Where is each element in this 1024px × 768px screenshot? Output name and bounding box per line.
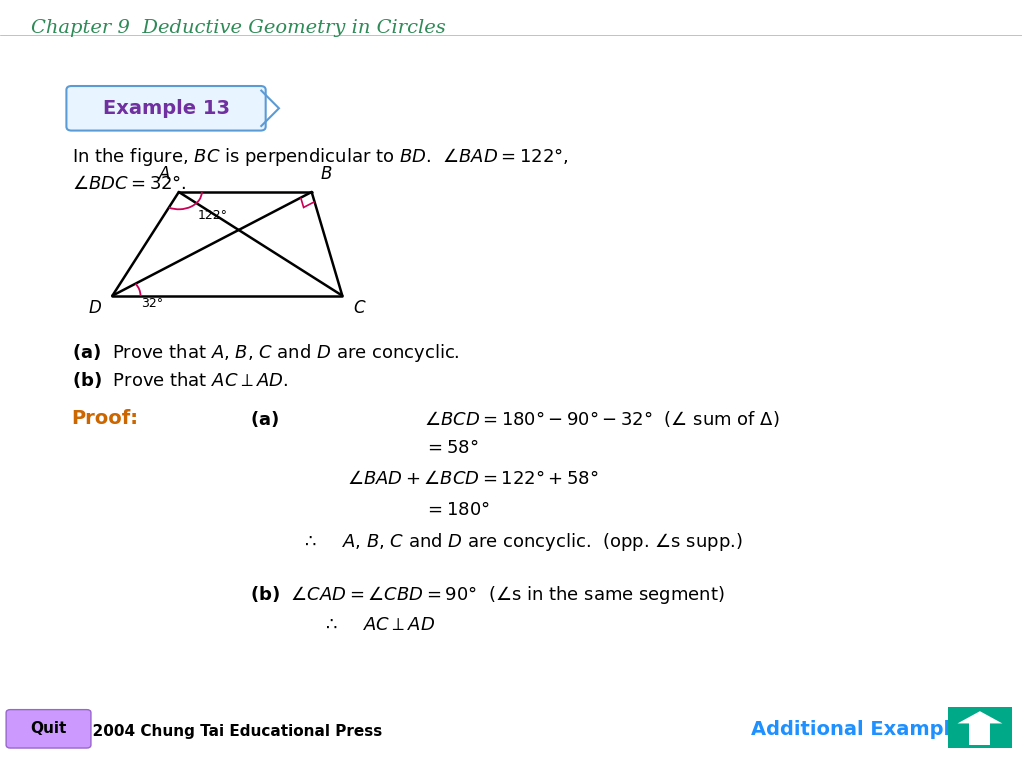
Text: $A$: $A$: [158, 166, 171, 183]
Text: In the figure, $BC$ is perpendicular to $BD$.  $\angle BAD = 122°$,: In the figure, $BC$ is perpendicular to …: [72, 146, 568, 168]
Text: © 2004 Chung Tai Educational Press: © 2004 Chung Tai Educational Press: [72, 723, 382, 739]
FancyBboxPatch shape: [948, 707, 1012, 748]
Text: $B$: $B$: [319, 166, 332, 183]
FancyBboxPatch shape: [6, 710, 91, 748]
Text: $\mathbf{(a)}$  Prove that $A$, $B$, $C$ and $D$ are concyclic.: $\mathbf{(a)}$ Prove that $A$, $B$, $C$ …: [72, 342, 459, 364]
Text: $\angle BDC = 32°$.: $\angle BDC = 32°$.: [72, 175, 186, 193]
Text: Additional Example: Additional Example: [751, 720, 964, 739]
Text: $= 180°$: $= 180°$: [424, 501, 489, 518]
Text: $\angle BCD = 180° - 90° - 32°$  ($\angle$ sum of $\Delta$): $\angle BCD = 180° - 90° - 32°$ ($\angle…: [424, 409, 779, 429]
Text: $\therefore$    $AC \perp AD$: $\therefore$ $AC \perp AD$: [322, 616, 435, 634]
Text: $\mathbf{(b)}$  Prove that $AC \perp AD$.: $\mathbf{(b)}$ Prove that $AC \perp AD$.: [72, 370, 288, 390]
Bar: [969, 723, 990, 745]
FancyBboxPatch shape: [67, 86, 265, 131]
Text: $\angle BAD + \angle BCD = 122° + 58°$: $\angle BAD + \angle BCD = 122° + 58°$: [347, 470, 599, 488]
Text: 32°: 32°: [141, 297, 163, 310]
Text: Quit: Quit: [31, 721, 67, 737]
Text: 122°: 122°: [198, 209, 227, 222]
Text: $C$: $C$: [352, 300, 366, 316]
Text: Example 13: Example 13: [102, 99, 229, 118]
Text: $\mathbf{(a)}$: $\mathbf{(a)}$: [250, 409, 280, 429]
Text: $D$: $D$: [88, 300, 102, 316]
Text: $\mathbf{(b)}$  $\angle CAD = \angle CBD = 90°$  ($\angle$s in the same segment): $\mathbf{(b)}$ $\angle CAD = \angle CBD …: [250, 584, 725, 606]
Text: Chapter 9  Deductive Geometry in Circles: Chapter 9 Deductive Geometry in Circles: [31, 19, 445, 37]
Text: $\therefore$    $A$, $B$, $C$ and $D$ are concyclic.  (opp. $\angle$s supp.): $\therefore$ $A$, $B$, $C$ and $D$ are c…: [301, 531, 743, 554]
Text: Proof:: Proof:: [72, 409, 138, 428]
Text: $= 58°$: $= 58°$: [424, 439, 478, 457]
Polygon shape: [957, 711, 1002, 723]
